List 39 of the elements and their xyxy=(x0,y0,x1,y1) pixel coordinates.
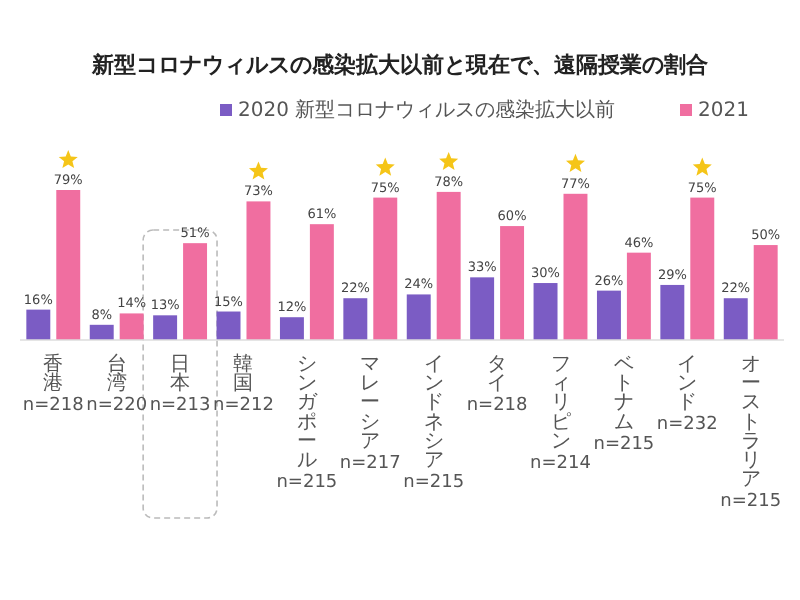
bar xyxy=(500,226,525,340)
bar xyxy=(279,317,304,340)
chart-title: 新型コロナウィルスの感染拡大以前と現在で、遠隔授業の割合 xyxy=(90,52,710,78)
bar xyxy=(563,193,588,340)
x-tick-label: 台湾 n=220 xyxy=(86,352,148,417)
legend-label: 2020 新型コロナウィルスの感染拡大以前 xyxy=(238,98,616,122)
x-tick-label: シンガポール n=215 xyxy=(276,354,338,493)
bar xyxy=(596,290,621,340)
bar xyxy=(119,313,144,340)
x-tick-label: 韓国 n=212 xyxy=(213,352,274,417)
bar xyxy=(309,224,334,340)
bar xyxy=(153,315,178,340)
bar xyxy=(470,277,495,340)
bar xyxy=(626,252,651,340)
bar xyxy=(373,197,398,340)
x-tick-label: マレーシア n=217 xyxy=(339,354,401,474)
bar xyxy=(246,201,271,340)
bar xyxy=(753,245,778,340)
bar xyxy=(436,191,461,340)
x-tick-label: 日本 n=213 xyxy=(149,354,211,417)
bar xyxy=(216,311,241,340)
bar xyxy=(89,324,114,340)
bar xyxy=(56,190,81,340)
bar xyxy=(183,243,208,340)
x-tick-label: インド n=232 xyxy=(656,354,718,436)
x-tick-label: ベトナム n=215 xyxy=(593,354,655,455)
bar xyxy=(723,298,748,340)
x-tick-label: フィリピン n=214 xyxy=(530,354,592,474)
x-tick-label: インドネシア n=215 xyxy=(403,354,465,493)
x-tick-label: 香港 n=218 xyxy=(22,352,85,417)
bar xyxy=(406,294,431,340)
x-tick-label: タイ n=218 xyxy=(466,354,529,417)
bar xyxy=(533,283,558,340)
bar xyxy=(690,197,715,340)
bar xyxy=(660,284,685,340)
legend-label: 2021 xyxy=(698,100,749,122)
bar xyxy=(343,298,368,340)
x-tick-label: オーストラリア n=215 xyxy=(720,354,782,513)
bar xyxy=(26,309,51,340)
